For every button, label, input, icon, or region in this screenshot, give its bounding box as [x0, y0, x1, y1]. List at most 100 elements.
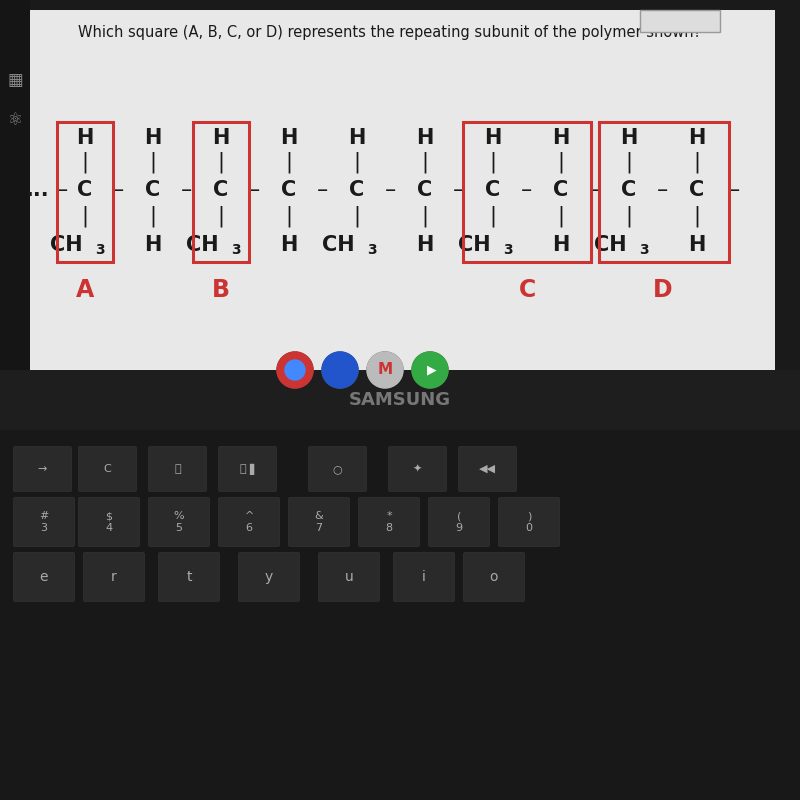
Text: –: – — [730, 180, 741, 200]
Text: H: H — [552, 235, 570, 255]
Bar — [57, 122, 113, 262]
Text: 3: 3 — [503, 243, 513, 257]
Text: C: C — [622, 180, 637, 200]
Text: |: | — [354, 206, 361, 226]
Text: ○: ○ — [333, 464, 342, 474]
Text: H: H — [348, 128, 366, 148]
Text: CH: CH — [322, 235, 355, 255]
FancyBboxPatch shape — [149, 498, 210, 546]
Text: –: – — [386, 180, 397, 200]
Bar — [463, 122, 591, 262]
Text: C: C — [554, 180, 569, 200]
Text: CH: CH — [458, 235, 491, 255]
Text: |: | — [490, 151, 497, 173]
Bar — [0, 370, 800, 430]
FancyBboxPatch shape — [389, 446, 446, 491]
Text: e: e — [40, 570, 48, 584]
FancyBboxPatch shape — [218, 498, 279, 546]
Text: |: | — [286, 151, 293, 173]
Text: |: | — [422, 206, 429, 226]
Text: (
9: ( 9 — [455, 511, 462, 533]
Text: ▶: ▶ — [427, 363, 437, 377]
FancyBboxPatch shape — [14, 553, 74, 602]
Text: H: H — [76, 128, 94, 148]
Text: r: r — [111, 570, 117, 584]
Text: #
3: # 3 — [39, 511, 49, 533]
Text: |: | — [286, 206, 293, 226]
Text: –: – — [454, 180, 465, 200]
Text: CH: CH — [50, 235, 83, 255]
Text: 3: 3 — [367, 243, 377, 257]
Text: –: – — [590, 180, 601, 200]
FancyBboxPatch shape — [358, 498, 419, 546]
Text: –: – — [658, 180, 669, 200]
FancyBboxPatch shape — [149, 446, 206, 491]
Text: |: | — [82, 151, 89, 173]
Text: →: → — [38, 464, 47, 474]
Text: |: | — [626, 151, 633, 173]
Text: –: – — [522, 180, 533, 200]
FancyBboxPatch shape — [429, 498, 490, 546]
Circle shape — [322, 352, 358, 388]
Text: C: C — [78, 180, 93, 200]
Text: |: | — [558, 151, 565, 173]
Bar — [30, 10, 775, 370]
Text: o: o — [490, 570, 498, 584]
Text: H: H — [620, 128, 638, 148]
FancyBboxPatch shape — [158, 553, 219, 602]
Circle shape — [277, 352, 313, 388]
Text: C: C — [104, 464, 111, 474]
Text: 3: 3 — [639, 243, 649, 257]
Text: |: | — [218, 151, 225, 173]
FancyBboxPatch shape — [218, 446, 277, 491]
Text: –: – — [250, 180, 261, 200]
Text: |: | — [694, 206, 701, 226]
Text: t: t — [186, 570, 192, 584]
FancyBboxPatch shape — [309, 446, 366, 491]
Text: $
4: $ 4 — [106, 511, 113, 533]
Text: ▦: ▦ — [7, 71, 23, 89]
Text: 3: 3 — [95, 243, 105, 257]
FancyBboxPatch shape — [289, 498, 350, 546]
Text: H: H — [416, 128, 434, 148]
Text: ...: ... — [26, 180, 50, 200]
Text: C: C — [518, 278, 536, 302]
Text: –: – — [182, 180, 193, 200]
Circle shape — [412, 352, 448, 388]
Text: C: C — [690, 180, 705, 200]
FancyBboxPatch shape — [318, 553, 379, 602]
Text: –: – — [56, 180, 68, 200]
Text: |: | — [82, 206, 89, 226]
Text: M: M — [378, 362, 393, 378]
Text: H: H — [144, 128, 162, 148]
Text: )
0: ) 0 — [526, 511, 533, 533]
Circle shape — [412, 352, 448, 388]
Text: |: | — [422, 151, 429, 173]
Text: H: H — [280, 235, 298, 255]
Circle shape — [277, 352, 313, 388]
Text: 3: 3 — [231, 243, 241, 257]
Text: –: – — [318, 180, 329, 200]
Text: |: | — [150, 206, 157, 226]
Text: Which square (A, B, C, or D) represents the repeating subunit of the polymer sho: Which square (A, B, C, or D) represents … — [78, 25, 702, 40]
Text: |: | — [490, 206, 497, 226]
Text: SAMSUNG: SAMSUNG — [349, 391, 451, 409]
FancyBboxPatch shape — [14, 498, 74, 546]
Text: B: B — [212, 278, 230, 302]
Circle shape — [322, 352, 358, 388]
FancyBboxPatch shape — [463, 553, 525, 602]
Text: |: | — [354, 151, 361, 173]
Text: H: H — [212, 128, 230, 148]
Text: |: | — [218, 206, 225, 226]
Text: &
7: & 7 — [314, 511, 323, 533]
FancyBboxPatch shape — [394, 553, 454, 602]
Bar — [0, 0, 30, 370]
FancyBboxPatch shape — [498, 498, 559, 546]
Text: H: H — [688, 128, 706, 148]
Text: CH: CH — [594, 235, 627, 255]
Text: |: | — [694, 151, 701, 173]
Bar — [599, 122, 729, 262]
Text: y: y — [265, 570, 273, 584]
FancyBboxPatch shape — [14, 446, 71, 491]
Text: ⚛: ⚛ — [7, 111, 22, 129]
